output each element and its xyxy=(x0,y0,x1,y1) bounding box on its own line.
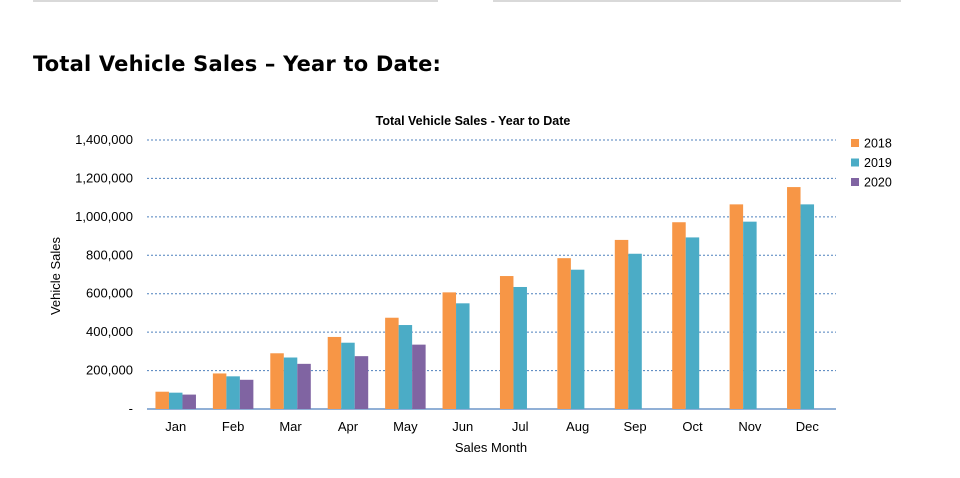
chart-title: Total Vehicle Sales - Year to Date xyxy=(376,114,571,128)
x-tick-label: May xyxy=(393,419,418,434)
bar-2019-sep xyxy=(628,253,642,409)
bar-2018-feb xyxy=(212,373,227,409)
legend-swatch-2020 xyxy=(851,178,859,186)
bar-2019-jan xyxy=(168,392,183,409)
bar-2020-mar xyxy=(297,363,311,409)
bar-2019-aug xyxy=(570,269,585,409)
x-axis-title: Sales Month xyxy=(455,440,527,455)
x-tick-label: Sep xyxy=(623,419,646,434)
bars xyxy=(155,187,815,409)
bar-2018-jul xyxy=(499,276,514,409)
bar-2018-jan xyxy=(155,391,169,409)
x-tick-label: Dec xyxy=(796,419,820,434)
bar-2019-dec xyxy=(800,204,815,409)
top-divider-right xyxy=(493,0,901,2)
x-tick-label: Feb xyxy=(222,419,244,434)
bar-2018-apr xyxy=(327,336,342,409)
legend: 2018 2019 2020 xyxy=(851,137,892,190)
bar-2019-jun xyxy=(456,303,470,409)
gridlines xyxy=(147,139,836,410)
x-tick-label: Oct xyxy=(682,419,703,434)
bar-2018-sep xyxy=(614,239,629,409)
section-heading: Total Vehicle Sales – Year to Date: xyxy=(33,52,442,76)
bar-2018-nov xyxy=(729,204,744,409)
legend-label-2018: 2018 xyxy=(864,137,892,151)
bar-2020-apr xyxy=(354,356,369,409)
bar-2018-aug xyxy=(557,258,571,409)
y-tick-label: 800,000 xyxy=(86,247,133,262)
bar-2019-nov xyxy=(743,221,757,409)
x-tick-label: Jul xyxy=(512,419,529,434)
bar-2018-jun xyxy=(442,292,457,409)
bar-2018-oct xyxy=(672,222,686,409)
x-tick-label: Jun xyxy=(452,419,473,434)
y-tick-label: 600,000 xyxy=(86,286,133,301)
bar-2019-may xyxy=(398,325,413,409)
x-tick-label: Aug xyxy=(566,419,589,434)
y-tick-label: 1,000,000 xyxy=(75,209,133,224)
y-axis-ticks: - 200,000 400,000 600,000 800,000 1,000,000 1,… xyxy=(75,132,133,416)
bar-2020-may xyxy=(412,344,426,409)
legend-swatch-2018 xyxy=(851,139,859,147)
y-axis-title: Vehicle Sales xyxy=(48,236,63,315)
bar-2019-feb xyxy=(226,376,240,409)
bar-2018-dec xyxy=(787,187,801,409)
bar-2019-mar xyxy=(283,357,298,409)
legend-label-2019: 2019 xyxy=(864,156,892,170)
bar-2018-may xyxy=(385,317,399,409)
bar-2018-mar xyxy=(270,353,284,409)
x-tick-label: Apr xyxy=(338,419,359,434)
bar-2020-jan xyxy=(182,394,196,409)
bar-2019-oct xyxy=(685,237,700,409)
x-axis-ticks: Jan Feb Mar Apr May Jun Jul Aug Sep Oct Nov Dec xyxy=(165,419,819,434)
y-tick-label: 1,200,000 xyxy=(75,170,133,185)
bar-2019-apr xyxy=(341,342,355,409)
legend-label-2020: 2020 xyxy=(864,176,892,190)
bar-2019-jul xyxy=(513,286,527,409)
x-tick-label: Nov xyxy=(738,419,762,434)
y-tick-label: - xyxy=(129,401,133,416)
legend-swatch-2019 xyxy=(851,158,859,167)
y-tick-label: 1,400,000 xyxy=(75,132,133,147)
top-divider-left xyxy=(33,0,438,2)
x-tick-label: Jan xyxy=(165,419,186,434)
bar-2020-feb xyxy=(239,379,254,409)
y-tick-label: 400,000 xyxy=(86,324,133,339)
y-tick-label: 200,000 xyxy=(86,363,133,378)
x-tick-label: Mar xyxy=(279,419,302,434)
